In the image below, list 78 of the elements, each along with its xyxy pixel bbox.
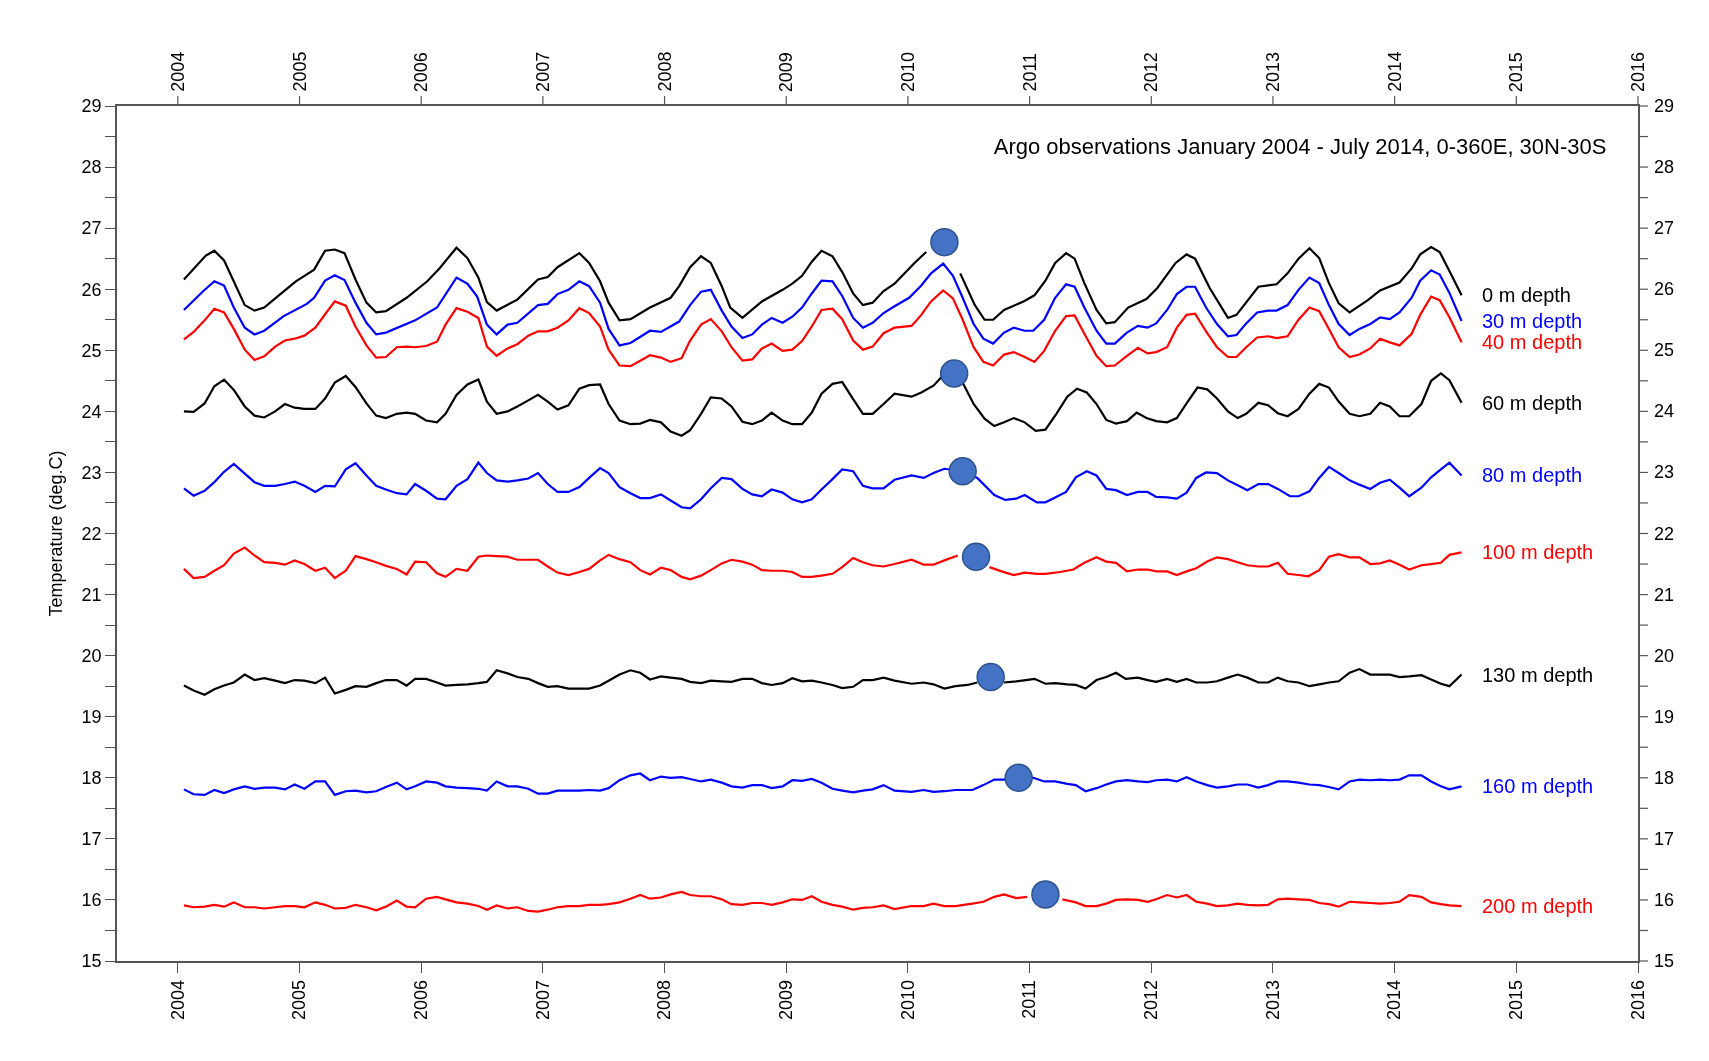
line-series	[182, 772, 1463, 796]
x-tick-label: 2009	[776, 52, 797, 93]
y-tick-label: 18	[81, 768, 102, 789]
series-label: 0 m depth	[1482, 284, 1571, 306]
y2-tick-label: 19	[1654, 707, 1675, 727]
x2-tick-label: 2016	[1627, 979, 1648, 1020]
x-tick-label: 2012	[1141, 52, 1162, 93]
y-tick-label: 19	[81, 707, 102, 728]
x-tick-label: 2007	[532, 51, 553, 92]
y-tick-label: 25	[81, 340, 102, 361]
x2-tick-label: 2006	[411, 979, 432, 1020]
y-tick-label: 26	[81, 279, 102, 300]
point	[1004, 763, 1033, 793]
x2-tick-label: 2004	[167, 979, 188, 1020]
y2-tick-label: 18	[1654, 768, 1675, 788]
series-label: 200 m depth	[1482, 895, 1594, 917]
x-tick-label: 2010	[897, 51, 918, 92]
x2-tick-label: 2014	[1384, 979, 1405, 1020]
point	[930, 227, 959, 257]
x2-tick-label: 2012	[1141, 979, 1162, 1020]
x2-tick-label: 2008	[654, 979, 675, 1020]
x-tick-label: 2016	[1628, 51, 1648, 92]
y2-tick-label: 22	[1654, 524, 1675, 544]
series-label: 130 m depth	[1482, 664, 1594, 686]
y2-tick-label: 24	[1654, 401, 1675, 421]
y2-tick-label: 20	[1654, 646, 1675, 666]
point	[976, 662, 1005, 692]
series-label: 80 m depth	[1482, 464, 1583, 486]
series-label: 100 m depth	[1482, 541, 1594, 563]
y2-tick-label: 21	[1654, 585, 1675, 605]
y2-tick-label: 25	[1654, 340, 1675, 360]
y2-tick-label: 28	[1654, 157, 1675, 177]
x-tick-label: 2013	[1262, 51, 1283, 92]
y-tick-label: 24	[81, 401, 102, 422]
x2-tick-label: 2009	[776, 979, 797, 1020]
y-tick-label: 27	[81, 218, 102, 239]
x-tick-label: 2005	[289, 51, 310, 92]
y2-tick-label: 26	[1654, 279, 1675, 299]
x2-tick-label: 2015	[1506, 979, 1527, 1020]
line-series	[182, 461, 1463, 510]
x-tick-label: 2015	[1506, 52, 1527, 93]
y-tick-label: 16	[81, 890, 102, 911]
y-tick-label: 22	[81, 523, 102, 544]
point	[1031, 880, 1060, 909]
text: Argo observations January 2004 - July 2014, 0-360E, 30N-30S	[993, 134, 1607, 160]
point	[948, 456, 977, 486]
y2-tick-label: 16	[1654, 890, 1675, 910]
y2-tick-label: 29	[1654, 96, 1675, 116]
x2-tick-label: 2005	[289, 979, 310, 1020]
line-series	[182, 289, 1463, 368]
y2-tick-label: 15	[1654, 951, 1675, 971]
x-tick-label: 2011	[1019, 52, 1040, 92]
x2-tick-label: 2010	[897, 979, 918, 1020]
y2-tick-label: 27	[1654, 218, 1675, 238]
y-tick-label: 15	[81, 951, 102, 972]
x-tick-label: 2014	[1384, 51, 1405, 92]
y-tick-label: 20	[81, 645, 102, 666]
y-tick-label: 17	[81, 829, 102, 850]
y2-tick-label: 23	[1654, 462, 1675, 482]
y-tick-label: 28	[81, 157, 102, 178]
line-series	[182, 262, 1463, 347]
x2-tick-label: 2013	[1262, 979, 1283, 1020]
x-tick-label: 2008	[654, 51, 675, 92]
series-label: 40 m depth	[1482, 331, 1583, 353]
x2-tick-label: 2007	[532, 979, 553, 1020]
point	[961, 542, 991, 571]
y-tick-label: 29	[81, 96, 102, 117]
x-tick-label: 2004	[167, 51, 188, 92]
series-label: 160 m depth	[1482, 775, 1594, 797]
series-label: 60 m depth	[1482, 392, 1583, 414]
point	[939, 359, 969, 388]
y-tick-label: 21	[81, 584, 102, 605]
x-tick-label: 2006	[411, 52, 432, 93]
y-tick-label: 23	[81, 462, 102, 483]
y-axis-title: Temperature (deg.C)	[46, 450, 67, 617]
series-label: 30 m depth	[1482, 310, 1583, 332]
y2-tick-label: 17	[1654, 829, 1675, 849]
x2-tick-label: 2011	[1019, 979, 1040, 1019]
